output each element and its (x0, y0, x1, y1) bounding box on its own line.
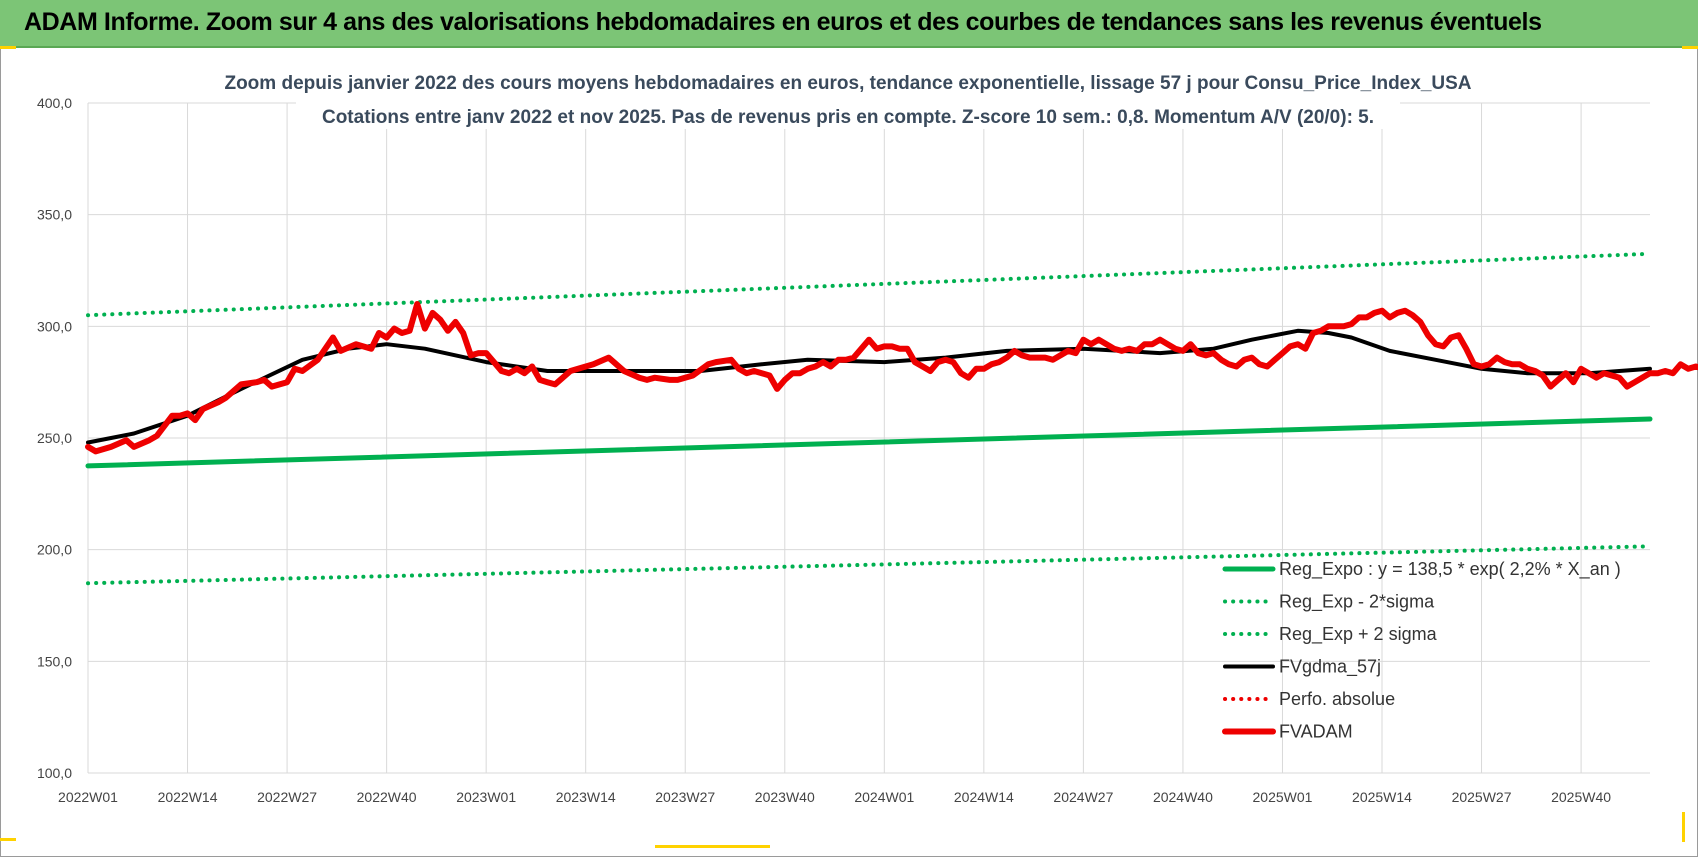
legend: Reg_Expo : y = 138,5 * exp( 2,2% * X_an … (1222, 559, 1621, 742)
x-tick-label: 2024W14 (954, 789, 1014, 805)
x-tick-label: 2024W40 (1153, 789, 1213, 805)
x-tick-label: 2022W14 (158, 789, 218, 805)
accent-top-left (0, 46, 16, 49)
x-tick-label: 2022W01 (58, 789, 118, 805)
chart-title-block: Zoom depuis janvier 2022 des cours moyen… (222, 68, 1474, 129)
chart-title: Zoom depuis janvier 2022 des cours moyen… (224, 73, 1471, 94)
accent-bottom-right (1682, 812, 1685, 842)
series-line-reg_expo (85, 416, 1653, 469)
accent-bottom-mid (655, 845, 770, 848)
x-tick-label: 2024W01 (854, 789, 914, 805)
x-tick-label: 2025W01 (1253, 789, 1313, 805)
legend-label: Reg_Expo : y = 138,5 * exp( 2,2% * X_an … (1279, 559, 1621, 580)
y-tick-label: 300,0 (37, 318, 72, 334)
series-layer (85, 251, 1698, 586)
y-tick-label: 150,0 (37, 653, 72, 669)
x-tick-label: 2025W40 (1551, 789, 1611, 805)
x-tick-label: 2022W40 (357, 789, 417, 805)
legend-label: Reg_Exp - 2*sigma (1279, 592, 1435, 613)
legend-label: Reg_Exp + 2 sigma (1279, 624, 1438, 645)
y-tick-label: 400,0 (37, 95, 72, 111)
series-line-reg_exp (86, 544, 1652, 586)
legend-label: Perfo. absolue (1279, 689, 1395, 709)
x-axis: 2022W01 2022W14 2022W27 2022W40 2023W01 2023W… (58, 789, 1611, 805)
series-line-reg_exp (86, 251, 1652, 318)
x-tick-label: 2023W01 (456, 789, 516, 805)
y-tick-label: 200,0 (37, 542, 72, 558)
x-tick-label: 2023W27 (655, 789, 715, 805)
grid (87, 102, 1650, 774)
series-line-fvadam (85, 301, 1698, 455)
y-tick-label: 100,0 (37, 765, 72, 781)
x-tick-label: 2024W27 (1053, 789, 1113, 805)
x-tick-label: 2023W40 (755, 789, 815, 805)
accent-top-right (1682, 46, 1698, 49)
x-tick-label: 2025W27 (1452, 789, 1512, 805)
page-title: ADAM Informe. Zoom sur 4 ans des valoris… (24, 8, 1542, 36)
accent-bottom-left (0, 838, 16, 841)
x-tick-label: 2025W14 (1352, 789, 1412, 805)
header-banner: ADAM Informe. Zoom sur 4 ans des valoris… (0, 0, 1698, 48)
legend-label: FVADAM (1279, 722, 1353, 742)
y-tick-label: 250,0 (37, 430, 72, 446)
x-tick-label: 2023W14 (556, 789, 616, 805)
legend-label: FVgdma_57j (1279, 657, 1381, 678)
y-tick-label: 350,0 (37, 207, 72, 223)
x-tick-label: 2022W27 (257, 789, 317, 805)
chart-subtitle: Cotations entre janv 2022 et nov 2025. P… (322, 107, 1374, 128)
y-axis: 100,0 150,0 200,0 250,0 300,0 350,0 400,0 (37, 95, 72, 781)
